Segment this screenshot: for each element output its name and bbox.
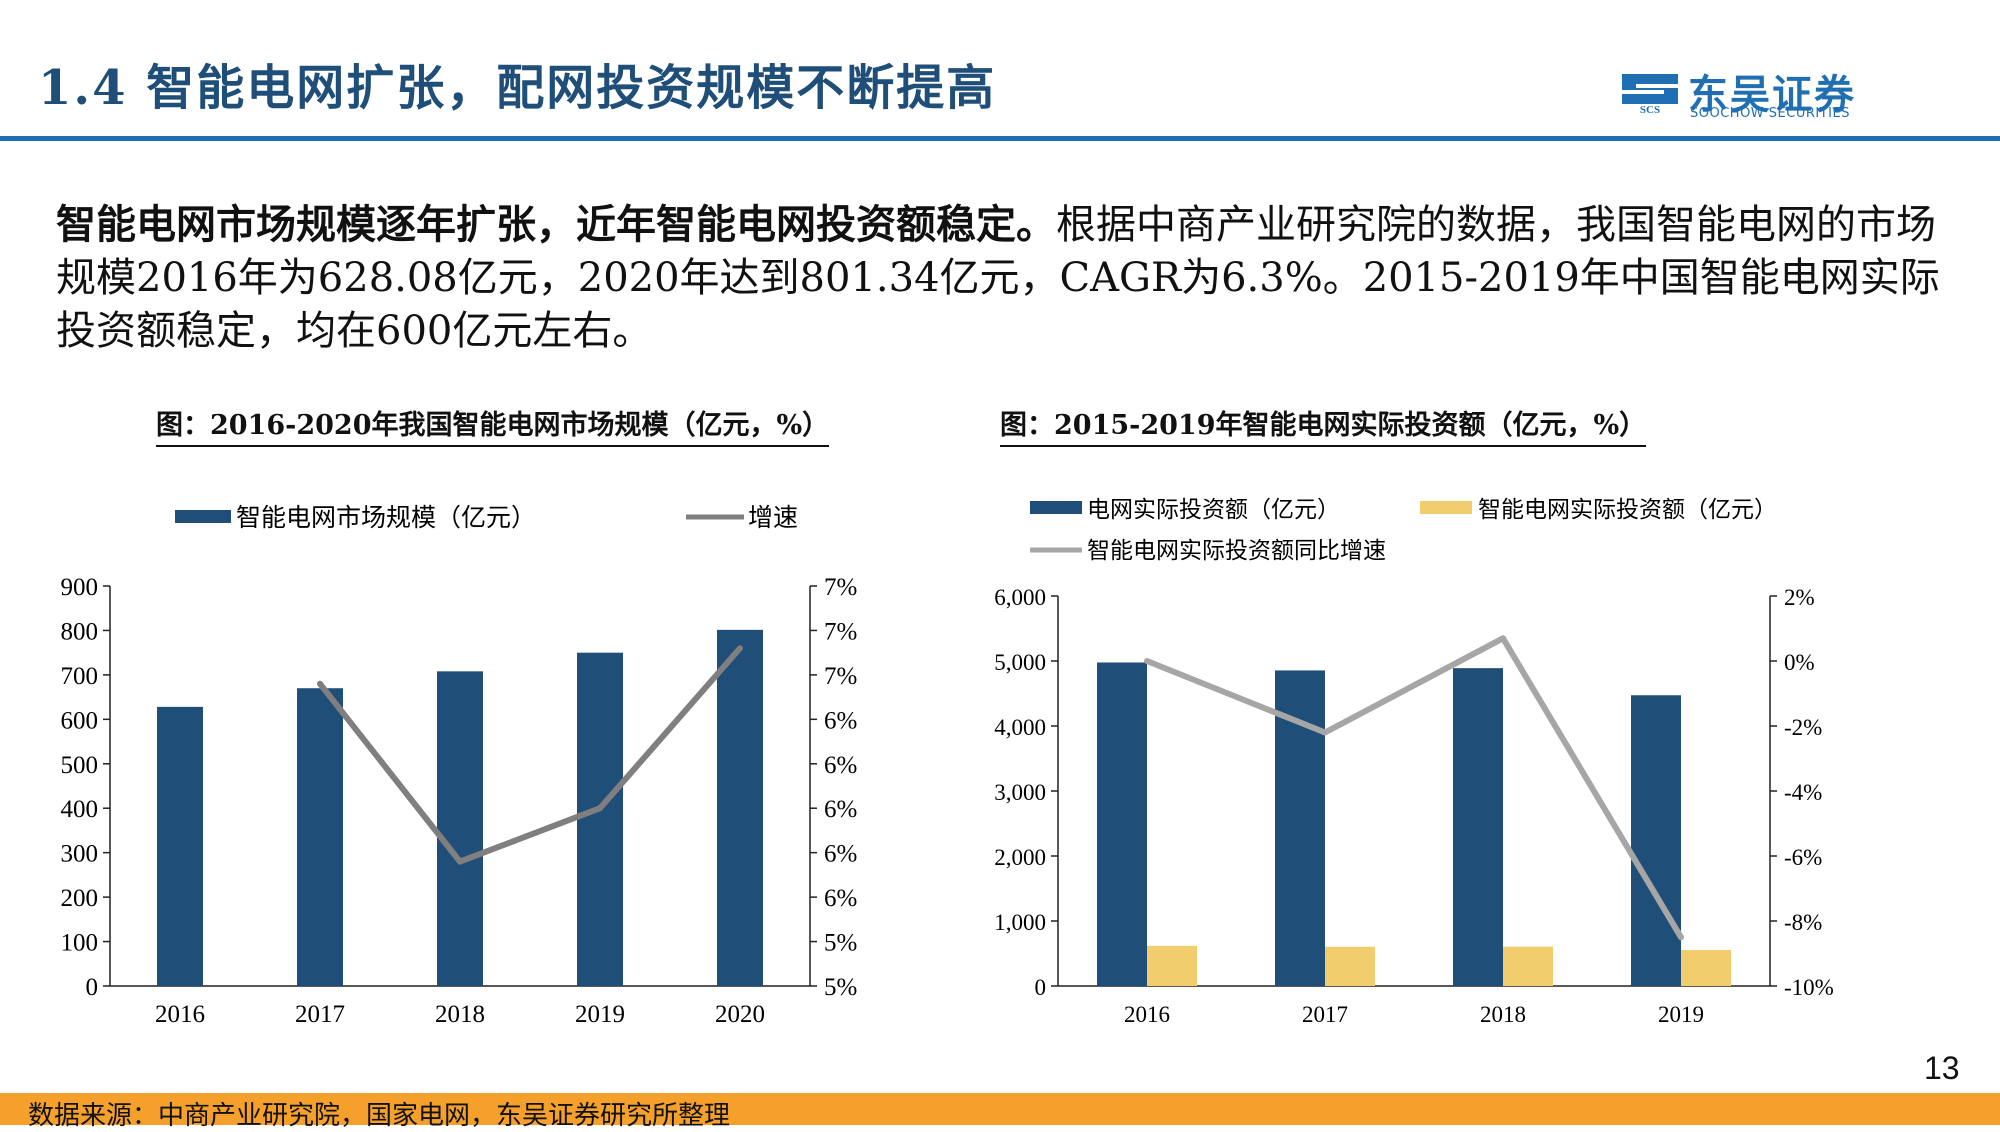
c1-bar-market-size bbox=[157, 706, 203, 986]
c2-growth-polyline bbox=[1145, 635, 1684, 939]
chart2-legend-grid-label: 电网实际投资额（亿元） bbox=[1087, 497, 1340, 522]
c1-x-tick-label: 2017 bbox=[295, 1001, 345, 1028]
c1-right-tick-label: 7% bbox=[824, 574, 857, 601]
chart2-title: 图：2015-2019年智能电网实际投资额（亿元，%） bbox=[1000, 403, 1647, 447]
c2-right-tick-label: -10% bbox=[1784, 975, 1834, 1000]
c2-right-tick-label: -6% bbox=[1784, 845, 1822, 870]
c2-growth-point bbox=[1500, 635, 1506, 642]
chart2-growth-line bbox=[1144, 635, 1684, 941]
c1-x-tick-label: 2019 bbox=[575, 1001, 625, 1028]
c2-left-tick-label: 5,000 bbox=[994, 650, 1046, 675]
c2-bar-grid-investment bbox=[1631, 695, 1681, 986]
c2-x-tick-label: 2018 bbox=[1480, 1002, 1526, 1027]
c2-bar-smart-grid-investment bbox=[1681, 949, 1731, 986]
c1-left-tick-label: 200 bbox=[61, 885, 99, 912]
c2-right-tick-label: -2% bbox=[1784, 715, 1822, 740]
chart2-legend-smart-label: 智能电网实际投资额（亿元） bbox=[1478, 497, 1777, 522]
summary-body: 根据中商产业研究院的数据，我国智能电网的市场规模2016年为628.08亿元，2… bbox=[56, 202, 1940, 354]
c1-x-tick-label: 2016 bbox=[155, 1001, 205, 1028]
source-note: 数据来源：中商产业研究院，国家电网，东吴证券研究所整理 bbox=[28, 1101, 731, 1131]
chart1-legend: 智能电网市场规模（亿元） 增速 bbox=[175, 504, 798, 532]
chart1-axes: 0 100 200 300 400 500 600 700 800 900 5% 5% 6% 6% 6% 6%… bbox=[61, 574, 858, 1028]
c2-bar-grid-investment bbox=[1097, 662, 1147, 986]
c2-left-tick-label: 0 bbox=[1035, 975, 1047, 1000]
c1-left-tick-label: 700 bbox=[61, 663, 99, 690]
chart2-legend-smart-swatch bbox=[1420, 501, 1472, 514]
c1-right-tick-label: 6% bbox=[824, 796, 857, 823]
summary-paragraph: 智能电网市场规模逐年扩张，近年智能电网投资额稳定。根据中商产业研究院的数据，我国… bbox=[56, 198, 1956, 358]
c1-left-tick-label: 0 bbox=[86, 974, 99, 1001]
chart1-bars bbox=[157, 629, 763, 986]
c1-left-tick-label: 900 bbox=[61, 574, 99, 601]
logo-mark-icon: SCS bbox=[1622, 74, 1678, 114]
logo-text-en: SOOCHOW SECURITIES bbox=[1690, 106, 1850, 121]
c2-right-tick-label: 2% bbox=[1784, 585, 1815, 610]
page-title: 1.4 智能电网扩张，配网投资规模不断提高 bbox=[38, 60, 997, 116]
c2-growth-point bbox=[1678, 934, 1684, 941]
c2-growth-point bbox=[1322, 729, 1328, 736]
c1-x-tick-label: 2018 bbox=[435, 1001, 485, 1028]
c1-bar-market-size bbox=[577, 652, 623, 986]
chart1-legend-line-label: 增速 bbox=[748, 504, 798, 532]
c1-bar-market-size bbox=[717, 629, 763, 986]
c2-left-tick-label: 3,000 bbox=[994, 780, 1046, 805]
c2-bar-grid-investment bbox=[1453, 668, 1503, 986]
chart1-title: 图：2016-2020年我国智能电网市场规模（亿元，%） bbox=[156, 403, 830, 447]
c1-growth-point bbox=[597, 805, 603, 812]
c2-x-tick-label: 2019 bbox=[1658, 1002, 1704, 1027]
chart2-bars bbox=[1097, 662, 1731, 986]
chart1-legend-bar-swatch bbox=[175, 510, 231, 523]
c2-growth-point bbox=[1144, 658, 1150, 664]
c1-left-tick-label: 400 bbox=[61, 796, 99, 823]
chart1-market-size: 智能电网市场规模（亿元） 增速 0 100 200 300 400 500 600 700 80… bbox=[61, 504, 858, 1028]
c1-bar-market-size bbox=[437, 671, 483, 986]
logo-text-cn: 东吴证券 bbox=[1688, 72, 1856, 118]
footer-bar bbox=[0, 1093, 2000, 1125]
chart2-legend-grid-swatch bbox=[1030, 501, 1082, 514]
c1-left-tick-label: 100 bbox=[61, 930, 99, 957]
chart2-legend-line-label: 智能电网实际投资额同比增速 bbox=[1087, 538, 1386, 563]
c2-bar-smart-grid-investment bbox=[1325, 946, 1375, 986]
c1-right-tick-label: 6% bbox=[824, 752, 857, 779]
c2-right-tick-label: 0% bbox=[1784, 650, 1815, 675]
c2-bar-smart-grid-investment bbox=[1503, 946, 1553, 986]
c2-x-tick-label: 2016 bbox=[1124, 1002, 1170, 1027]
c1-growth-point bbox=[317, 680, 323, 687]
c1-right-tick-label: 6% bbox=[824, 841, 857, 868]
c2-left-tick-label: 4,000 bbox=[994, 715, 1046, 740]
c1-right-tick-label: 5% bbox=[824, 974, 857, 1001]
page-number: 13 bbox=[1924, 1050, 1960, 1086]
c1-left-tick-label: 300 bbox=[61, 841, 99, 868]
chart1-legend-bar-label: 智能电网市场规模（亿元） bbox=[236, 504, 536, 532]
header-divider bbox=[0, 136, 2000, 141]
c1-left-tick-label: 800 bbox=[61, 618, 99, 645]
c1-growth-point bbox=[457, 858, 463, 865]
brand-logo: SCS 东吴证券 SOOCHOW SECURITIES bbox=[1618, 64, 1898, 121]
chart2-axes: 0 1,000 2,000 3,000 4,000 5,000 6,000 -10% -8% -6… bbox=[994, 585, 1834, 1027]
c1-x-tick-label: 2020 bbox=[715, 1001, 765, 1028]
c1-left-tick-label: 600 bbox=[61, 707, 99, 734]
c2-bar-smart-grid-investment bbox=[1147, 945, 1197, 986]
c1-right-tick-label: 7% bbox=[824, 618, 857, 645]
chart2-investment: 电网实际投资额（亿元） 智能电网实际投资额（亿元） 智能电网实际投资额同比增速 … bbox=[994, 497, 1834, 1027]
c1-growth-point bbox=[737, 645, 743, 652]
c1-bar-market-size bbox=[297, 688, 343, 986]
c1-growth-polyline bbox=[317, 646, 743, 865]
summary-lead: 智能电网市场规模逐年扩张，近年智能电网投资额稳定。 bbox=[56, 201, 1056, 248]
logo-mark-text: SCS bbox=[1640, 104, 1660, 114]
chart2-legend: 电网实际投资额（亿元） 智能电网实际投资额（亿元） 智能电网实际投资额同比增速 bbox=[1030, 497, 1777, 563]
c2-left-tick-label: 6,000 bbox=[994, 585, 1046, 610]
chart1-growth-line bbox=[317, 645, 743, 865]
c1-right-tick-label: 6% bbox=[824, 707, 857, 734]
c2-left-tick-label: 1,000 bbox=[994, 910, 1046, 935]
c2-left-tick-label: 2,000 bbox=[994, 845, 1046, 870]
c1-right-tick-label: 6% bbox=[824, 885, 857, 912]
c2-right-tick-label: -8% bbox=[1784, 910, 1822, 935]
c1-right-tick-label: 7% bbox=[824, 663, 857, 690]
c1-right-tick-label: 5% bbox=[824, 930, 857, 957]
c2-right-tick-label: -4% bbox=[1784, 780, 1822, 805]
c2-x-tick-label: 2017 bbox=[1302, 1002, 1348, 1027]
c1-left-tick-label: 500 bbox=[61, 752, 99, 779]
